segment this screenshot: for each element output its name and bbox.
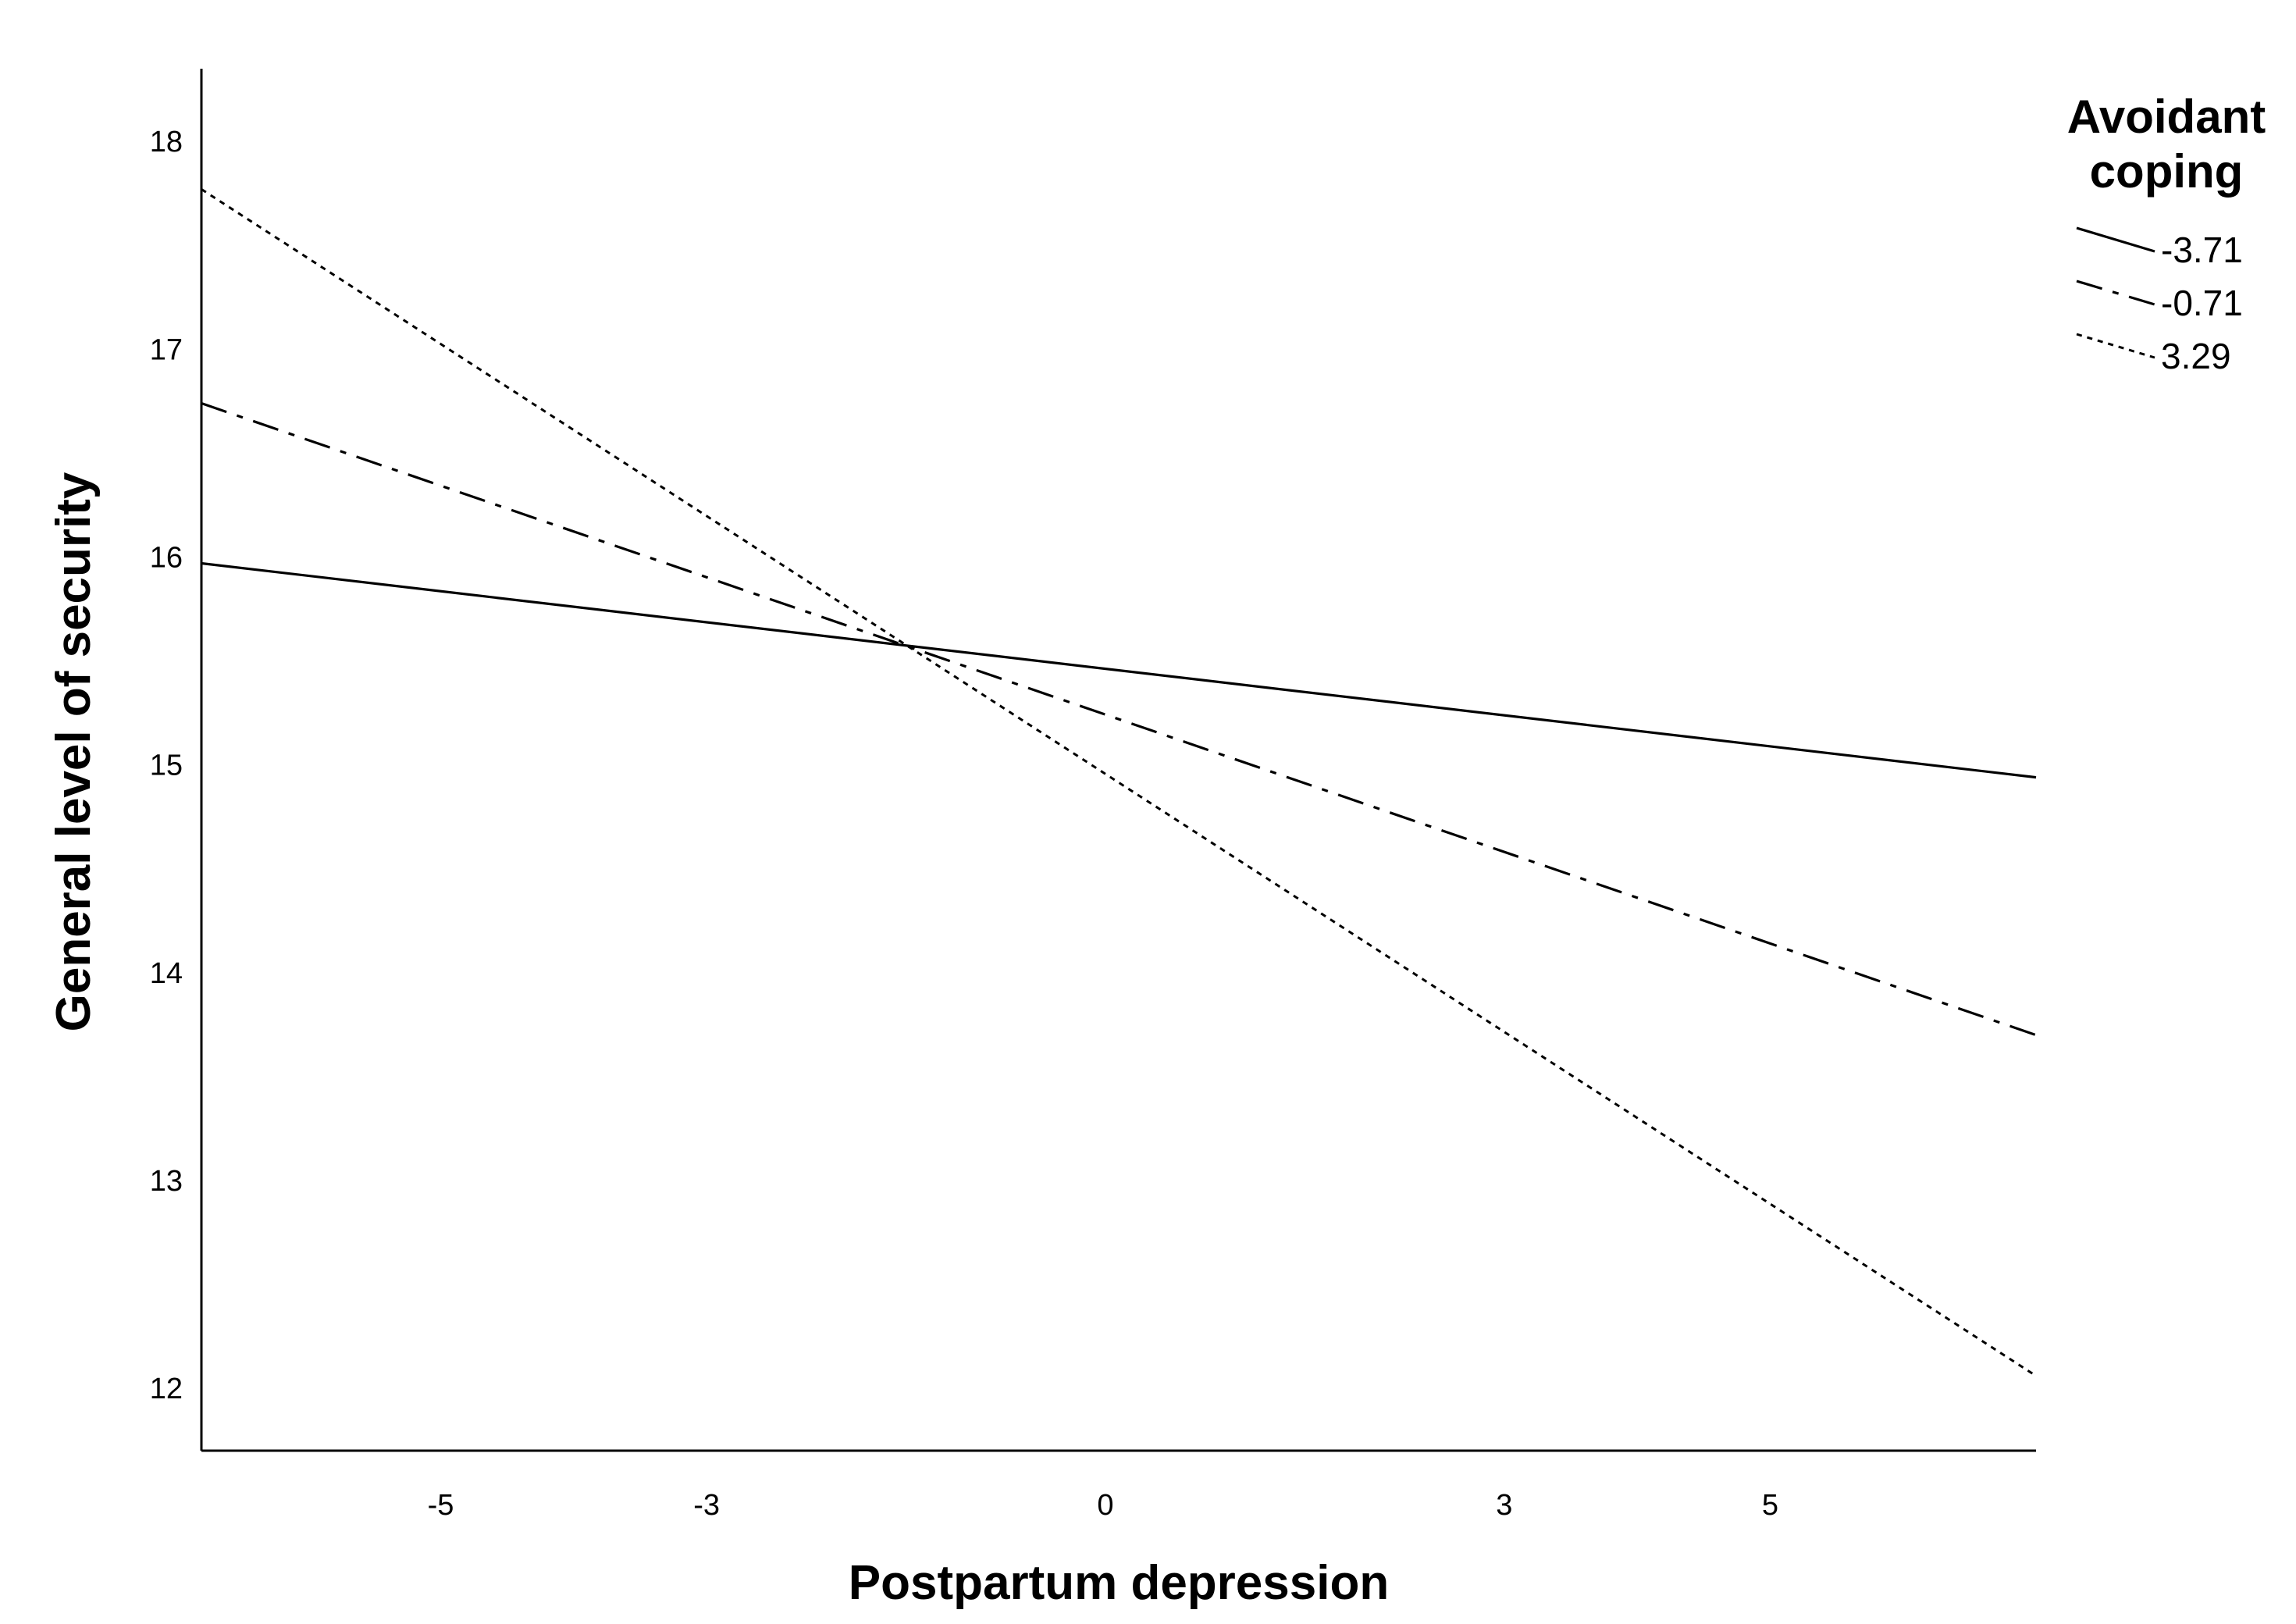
series-line-2: [201, 402, 2037, 1037]
y-tick-label: 16: [150, 541, 183, 574]
legend-swatch-1: [2076, 226, 2155, 253]
y-tick-label: 17: [150, 333, 183, 366]
y-tick-label: 13: [150, 1165, 183, 1198]
y-tick-label: 18: [150, 126, 183, 158]
x-tick-label: 3: [1496, 1489, 1512, 1522]
legend-label-1: -3.71: [2161, 230, 2243, 270]
legend-title-line: Avoidant: [2067, 91, 2266, 143]
x-tick-label: 0: [1097, 1489, 1113, 1522]
legend-swatch-3: [2076, 333, 2155, 359]
legend-label-3: 3.29: [2161, 336, 2231, 376]
legend-title-line: coping: [2090, 145, 2244, 198]
y-axis-title: General level of security: [47, 472, 101, 1031]
axes: 12 13 14 15 16 17 18 -5 -3 0 3 5: [150, 69, 2036, 1522]
y-tick-label: 12: [150, 1373, 183, 1405]
y-tick-label: 15: [150, 750, 183, 782]
series-line-1: [201, 561, 2037, 779]
x-tick-label: -3: [693, 1489, 720, 1522]
x-axis-title: Postpartum depression: [849, 1556, 1389, 1610]
x-tick-label: 5: [1762, 1489, 1778, 1522]
y-tick-label: 14: [150, 957, 183, 990]
legend-swatch-2: [2076, 280, 2155, 306]
series-line-3: [201, 188, 2037, 1377]
legend-label-2: -0.71: [2161, 283, 2243, 323]
x-tick-label: -5: [428, 1489, 454, 1522]
series-lines: [201, 188, 2037, 1377]
